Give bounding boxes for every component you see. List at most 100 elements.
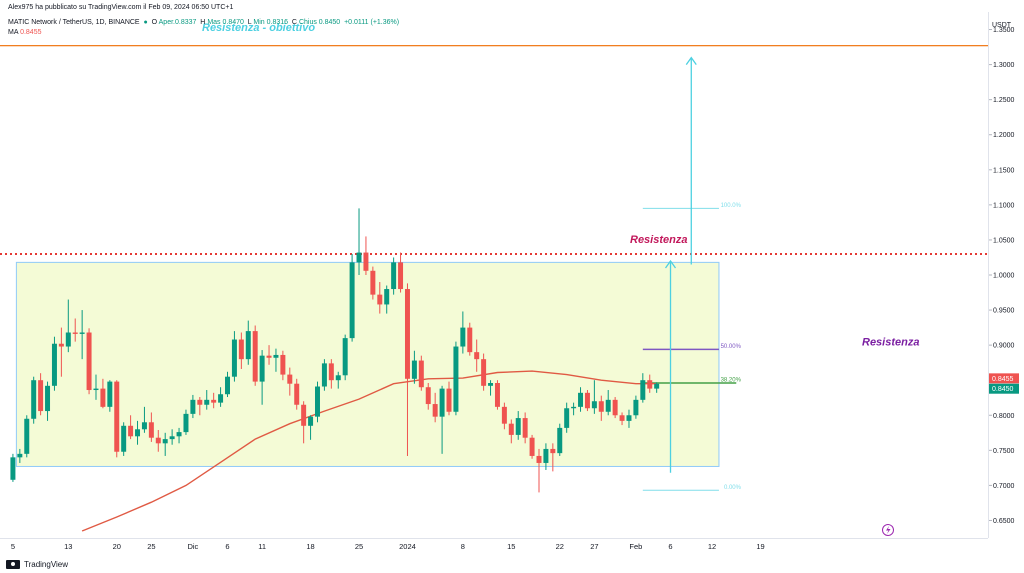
candle-body <box>654 383 660 389</box>
x-tick-label: 11 <box>258 542 266 551</box>
candle-down <box>494 380 500 410</box>
candle-body <box>287 374 293 384</box>
candle-down <box>280 350 286 381</box>
target-label: Resistenza - obiettivo <box>202 22 315 34</box>
candle-body <box>612 399 618 416</box>
x-tick-label: 15 <box>507 542 515 551</box>
candle-body <box>418 360 424 388</box>
candle-up <box>335 371 341 389</box>
candle-up <box>453 341 459 416</box>
candle-down <box>619 412 625 426</box>
candle-body <box>148 422 154 438</box>
x-tick-label: 27 <box>590 542 598 551</box>
candle-down <box>474 339 480 372</box>
candle-down <box>266 345 272 365</box>
price-label-bg <box>989 373 1019 384</box>
x-tick-label: 22 <box>556 542 564 551</box>
candle-down <box>38 373 44 416</box>
candle-down <box>501 402 507 430</box>
candle-body <box>141 422 147 430</box>
replay-icon[interactable] <box>882 524 894 536</box>
candle-up <box>24 415 30 458</box>
y-tick-label: 0.8000 <box>993 413 1015 420</box>
candle-up <box>107 380 113 412</box>
y-tick-label: 0.9500 <box>993 308 1015 315</box>
candle-body <box>640 380 646 400</box>
arrow-head <box>664 259 677 269</box>
candle-body <box>377 294 383 305</box>
price-label-text: 0.8450 <box>992 386 1014 393</box>
candle-body <box>17 453 23 458</box>
candle-up <box>564 402 570 433</box>
candle-down <box>404 283 410 456</box>
candle-up <box>135 420 141 445</box>
open-value: Aper.0.8337 <box>158 19 197 26</box>
candle-body <box>425 387 431 405</box>
x-tick-label: 8 <box>461 542 465 551</box>
candle-body <box>564 408 570 428</box>
candle-body <box>633 399 639 416</box>
candles <box>10 208 660 493</box>
candle-body <box>314 386 320 417</box>
candle-up <box>605 390 611 416</box>
x-axis[interactable]: 5 13 20 25 Dic 6 11 18 25 2024 8 15 22 27 Feb 6 12 19 <box>11 542 765 551</box>
footer-text: TradingView <box>24 560 69 569</box>
moving-average <box>81 370 657 532</box>
candle-body <box>266 355 272 358</box>
ma-line <box>81 370 657 532</box>
candle-up <box>31 376 37 424</box>
candle-up <box>204 390 210 410</box>
candle-body <box>619 415 625 421</box>
x-tick-label: 25 <box>147 542 155 551</box>
candle-body <box>647 380 653 389</box>
candle-up <box>183 409 189 435</box>
price-label-text: 0.8455 <box>992 376 1014 383</box>
fib-label: 0.00% <box>724 485 742 491</box>
candle-down <box>536 448 542 493</box>
publisher-line: Alex975 ha pubblicato su TradingView.com… <box>8 4 234 11</box>
y-axis[interactable]: 0.65000.70000.75000.80000.85000.90000.95… <box>989 27 1019 525</box>
candle-body <box>252 331 258 382</box>
candle-up <box>45 381 51 421</box>
candle-body <box>584 392 590 409</box>
candle-body <box>197 399 203 405</box>
candle-up <box>460 311 466 354</box>
candle-up <box>557 423 563 456</box>
candle-up <box>245 320 251 365</box>
candle-body <box>494 383 500 407</box>
ma-label[interactable]: MA <box>8 29 19 36</box>
candle-body <box>342 338 348 376</box>
candle-body <box>557 427 563 454</box>
candle-body <box>301 404 307 426</box>
candle-down <box>425 383 431 410</box>
x-tick-label: 25 <box>355 542 363 551</box>
candle-up <box>384 285 390 314</box>
candle-down <box>86 328 92 395</box>
candle-down <box>418 355 424 391</box>
candle-up <box>654 382 660 393</box>
candle-body <box>176 432 182 437</box>
candle-body <box>384 289 390 305</box>
candle-body <box>529 437 535 456</box>
x-tick-label: 12 <box>708 542 716 551</box>
candle-down <box>363 236 369 275</box>
candle-down <box>58 327 64 377</box>
price-label-bg <box>989 383 1019 394</box>
candle-body <box>245 331 251 360</box>
symbol-name[interactable]: MATIC Network / TetherUS, 1D, BINANCE <box>8 19 140 26</box>
candle-body <box>536 455 542 463</box>
candle-body <box>308 416 314 426</box>
candle-body <box>446 388 452 412</box>
candle-body <box>114 381 120 452</box>
candle-body <box>349 262 355 339</box>
y-tick-label: 0.9000 <box>993 343 1015 350</box>
x-tick-label: 20 <box>113 542 121 551</box>
price-label: 0.8450 <box>989 383 1019 394</box>
ohlc-legend: MATIC Network / TetherUS, 1D, BINANCE ● … <box>8 19 399 26</box>
dot-icon: ● <box>143 19 148 26</box>
candle-up <box>169 429 175 445</box>
y-tick-label: 1.0000 <box>993 273 1015 280</box>
candle-body <box>515 418 521 435</box>
candle-body <box>10 457 16 480</box>
